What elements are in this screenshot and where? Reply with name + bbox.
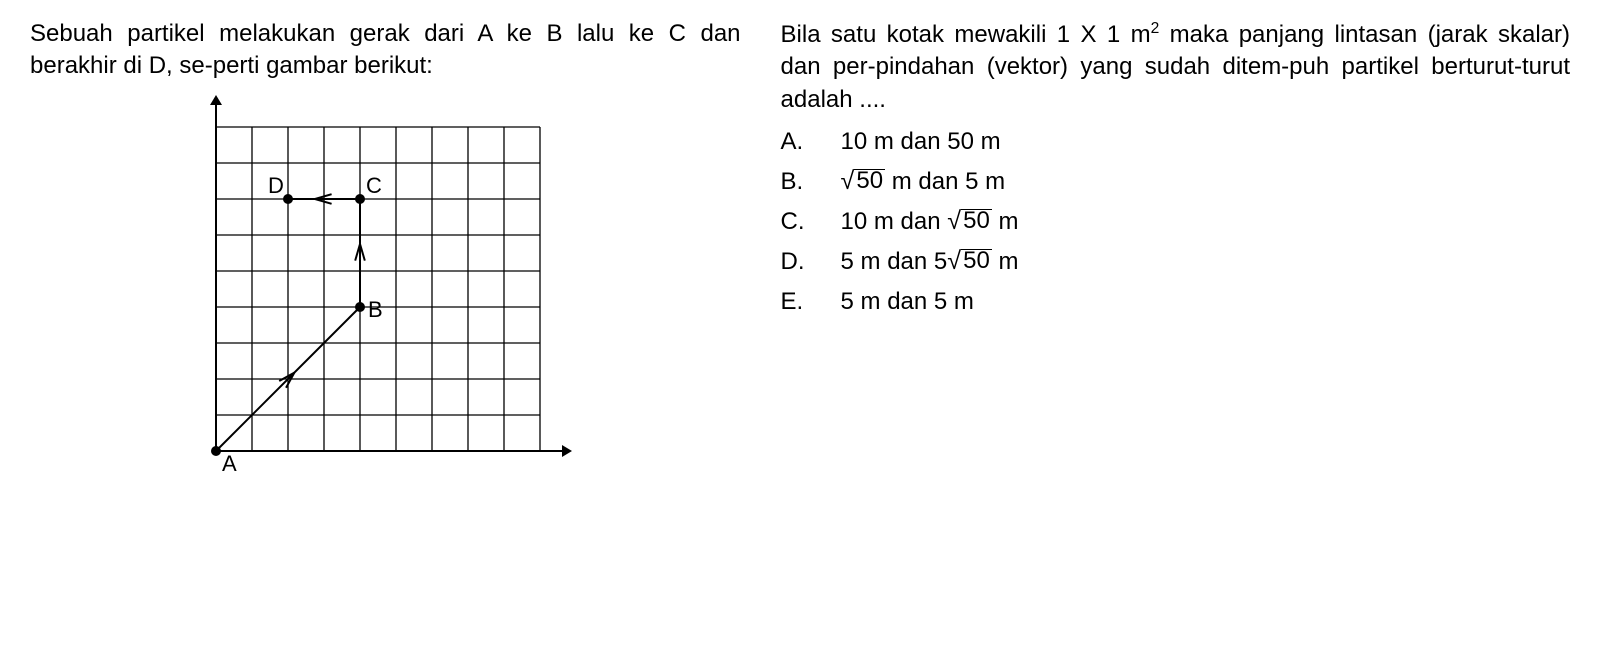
choice-text: 5 m dan 5√50 m bbox=[841, 248, 1019, 276]
choice-C: C. 10 m dan √50 m bbox=[781, 202, 1570, 242]
choice-text: √50 m dan 5 m bbox=[841, 168, 1006, 196]
choice-text: 10 m dan √50 m bbox=[841, 208, 1019, 236]
svg-text:A: A bbox=[222, 451, 237, 471]
svg-text:C: C bbox=[366, 173, 382, 198]
answer-choices: A. 10 m dan 50 m B. √50 m dan 5 m C. 10 m dan… bbox=[781, 122, 1570, 322]
choice-letter: A. bbox=[781, 128, 817, 156]
choice-letter: B. bbox=[781, 168, 817, 196]
choice-B: B. √50 m dan 5 m bbox=[781, 162, 1570, 202]
left-paragraph: Sebuah partikel melakukan gerak dari A k… bbox=[30, 18, 741, 83]
choice-letter: C. bbox=[781, 208, 817, 236]
choice-letter: D. bbox=[781, 248, 817, 276]
svg-text:D: D bbox=[268, 173, 284, 198]
svg-text:B: B bbox=[368, 297, 383, 322]
choice-A: A. 10 m dan 50 m bbox=[781, 122, 1570, 162]
motion-diagram: A B C D bbox=[196, 93, 574, 471]
right-paragraph: Bila satu kotak mewakili 1 X 1 m2 maka p… bbox=[781, 18, 1570, 116]
choice-text: 5 m dan 5 m bbox=[841, 288, 974, 316]
choice-D: D. 5 m dan 5√50 m bbox=[781, 242, 1570, 282]
choice-E: E. 5 m dan 5 m bbox=[781, 282, 1570, 322]
choice-letter: E. bbox=[781, 288, 817, 316]
choice-text: 10 m dan 50 m bbox=[841, 128, 1001, 156]
